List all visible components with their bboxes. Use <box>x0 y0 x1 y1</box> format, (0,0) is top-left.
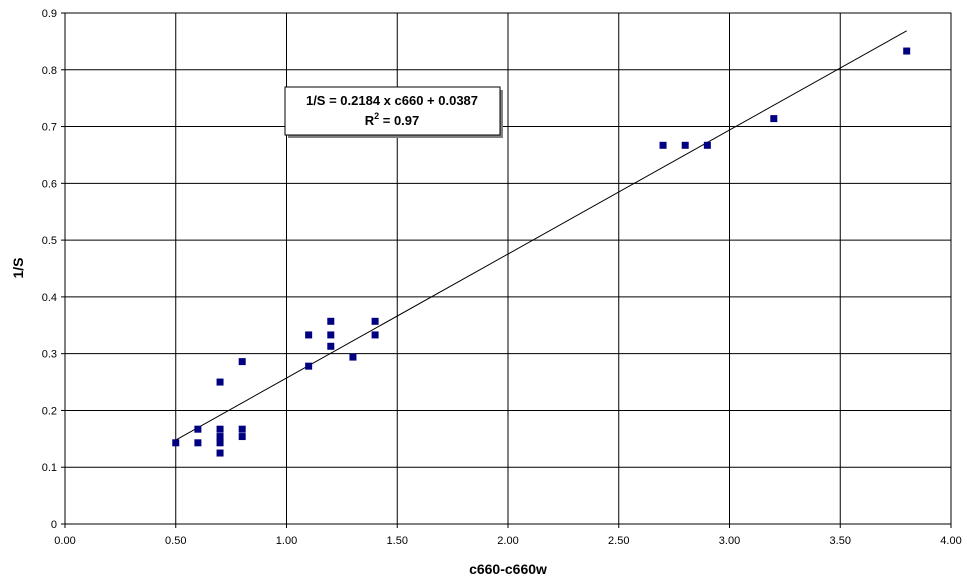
y-tick-label: 0.7 <box>42 122 57 134</box>
y-tick-label: 0.2 <box>42 405 57 417</box>
data-point <box>305 331 313 339</box>
data-point <box>349 353 357 361</box>
y-tick-label: 0 <box>51 519 57 531</box>
x-tick-label: 1.50 <box>387 535 408 547</box>
x-tick-label: 3.50 <box>830 535 851 547</box>
data-points <box>172 47 911 457</box>
y-tick-label: 0.8 <box>42 65 57 77</box>
plot-area-border <box>64 12 952 525</box>
data-point <box>194 439 202 447</box>
data-point <box>703 141 711 149</box>
y-tick-label: 0.4 <box>42 292 57 304</box>
x-axis-title: c660-c660w <box>469 561 547 577</box>
data-point <box>216 439 224 447</box>
grid-lines <box>64 12 952 525</box>
data-point <box>327 342 335 350</box>
data-point <box>371 317 379 325</box>
x-tick-label: 4.00 <box>940 535 961 547</box>
data-point <box>216 425 224 433</box>
data-point <box>238 358 246 366</box>
equation-annotation: 1/S = 0.2184 x c660 + 0.0387 R2 = 0.97 <box>284 86 503 138</box>
data-point <box>216 449 224 457</box>
annotation-box <box>284 86 501 136</box>
data-point <box>371 331 379 339</box>
y-tick-label: 0.1 <box>42 462 57 474</box>
x-tick-label: 0.50 <box>165 535 186 547</box>
data-point <box>194 425 202 433</box>
data-point <box>216 378 224 386</box>
y-tick-label: 0.9 <box>42 8 57 20</box>
data-point <box>659 141 667 149</box>
data-point <box>327 317 335 325</box>
r-squared-prefix: R <box>365 113 375 128</box>
data-point <box>903 47 911 55</box>
data-point <box>327 331 335 339</box>
x-tick-label: 2.00 <box>497 535 518 547</box>
r-squared-superscript: 2 <box>374 111 379 121</box>
x-tick-label: 1.00 <box>276 535 297 547</box>
data-point <box>172 439 180 447</box>
y-axis-title: 1/S <box>10 257 26 278</box>
data-point <box>216 433 224 441</box>
trendline-group <box>175 30 907 441</box>
equation-text: 1/S = 0.2184 x c660 + 0.0387 <box>306 93 478 108</box>
data-point <box>238 433 246 441</box>
data-point <box>681 141 689 149</box>
x-tick-label: 3.00 <box>719 535 740 547</box>
x-tick-label: 0.00 <box>54 535 75 547</box>
r-squared-value: = 0.97 <box>379 113 419 128</box>
data-point <box>305 362 313 370</box>
data-point <box>238 425 246 433</box>
tick-labels: 0.00 0.50 1.00 1.50 2.00 2.50 3.00 3.50 4.00 0 0.1… <box>42 8 962 547</box>
trendline <box>175 30 907 441</box>
r-squared-text: R2 = 0.97 <box>365 111 420 128</box>
y-tick-label: 0.3 <box>42 349 57 361</box>
y-tick-label: 0.5 <box>42 235 57 247</box>
data-point <box>770 115 778 123</box>
x-tick-label: 2.50 <box>608 535 629 547</box>
y-tick-label: 0.6 <box>42 178 57 190</box>
